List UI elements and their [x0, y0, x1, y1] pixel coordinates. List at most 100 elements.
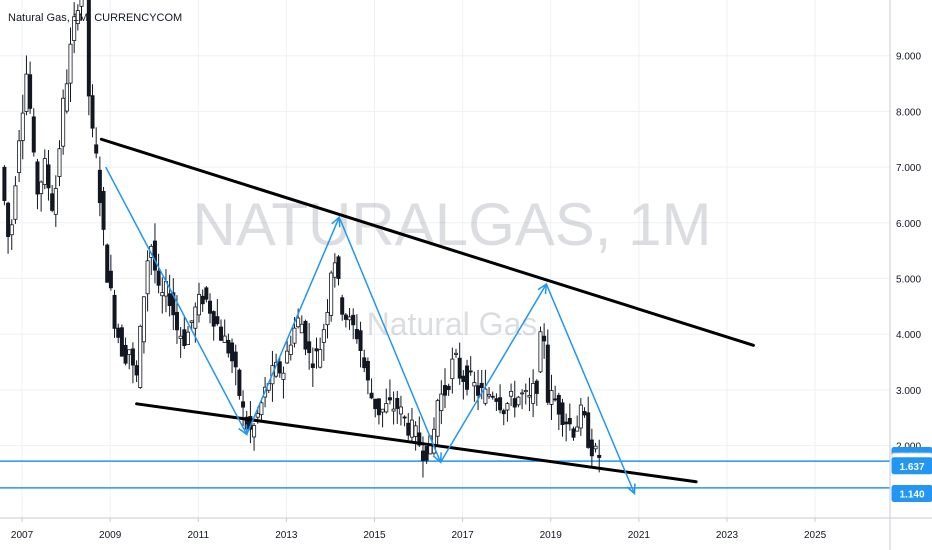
candle-body-99	[365, 360, 370, 381]
watermark-ticker: NATURALGAS, 1M	[193, 191, 712, 258]
x-tick-label: 2013	[275, 530, 298, 541]
candle-body-86	[318, 349, 323, 368]
candle-body-59	[219, 326, 224, 341]
candle-body-28	[105, 244, 110, 283]
y-tick-label: 4.000	[896, 330, 921, 341]
candle-body-157	[578, 404, 583, 429]
candle-body-106	[391, 408, 396, 412]
candle-body-138	[509, 390, 514, 397]
candle-body-46	[171, 292, 176, 316]
candle-body-133	[490, 395, 495, 398]
candle-body-29	[108, 270, 113, 289]
candle-body-55	[204, 287, 209, 300]
candle-body-84	[310, 363, 315, 368]
candle-body-8	[31, 116, 36, 153]
candle-body-122	[450, 358, 455, 380]
candle-body-37	[138, 325, 143, 388]
candle-body-154	[567, 417, 572, 425]
x-tick-label: 2017	[451, 530, 474, 541]
candle-body-80	[296, 317, 301, 328]
candle-body-110	[406, 422, 411, 436]
candles	[2, 0, 602, 478]
candle-body-48	[178, 335, 183, 340]
candle-body-114	[420, 450, 425, 462]
candle-body-83	[307, 341, 312, 354]
y-tick-label: 6.000	[896, 219, 921, 230]
candle-body-159	[586, 412, 591, 448]
candle-body-4	[17, 140, 22, 173]
candle-body-61	[226, 339, 231, 354]
candle-body-34	[127, 349, 132, 355]
x-tick-label: 2011	[188, 530, 210, 541]
candle-body-56	[208, 300, 213, 314]
watermark: NATURALGAS, 1M Natural Gas	[193, 191, 712, 342]
candle-body-78	[288, 344, 293, 355]
candle-body-6	[24, 73, 29, 112]
candle-body-1	[6, 202, 11, 237]
grid	[0, 0, 890, 518]
candle-body-160	[589, 439, 594, 457]
y-tick-label: 9.000	[896, 52, 921, 63]
candle-body-19	[72, 16, 77, 42]
chart-header: Natural Gas, 1M, CURRENCYCOM	[8, 12, 182, 24]
candle-body-47	[174, 311, 179, 331]
candle-body-30	[112, 294, 117, 329]
candle-body-129	[476, 385, 481, 396]
candle-body-7	[28, 74, 33, 109]
candle-body-161	[593, 445, 598, 450]
candle-body-155	[571, 428, 576, 438]
y-tick-label: 7.000	[896, 163, 921, 174]
candle-body-32	[119, 327, 124, 357]
candle-body-95	[351, 314, 356, 326]
candle-body-38	[141, 296, 146, 343]
candle-body-64	[237, 369, 242, 396]
candle-body-108	[398, 406, 403, 415]
candle-body-43	[160, 292, 165, 297]
watermark-name: Natural Gas	[367, 306, 538, 342]
candle-body-135	[498, 397, 503, 411]
price-tag-label-3: 1.140	[899, 489, 924, 500]
candle-body-52	[193, 306, 198, 329]
candle-body-31	[116, 327, 121, 338]
candle-body-85	[314, 348, 319, 352]
candle-body-17	[64, 83, 69, 112]
zigzag-segment-3	[439, 283, 547, 463]
candle-body-11	[42, 158, 47, 185]
candle-body-101	[373, 398, 378, 410]
x-tick-label: 2007	[11, 530, 34, 541]
candle-body-147	[542, 335, 547, 342]
candle-body-120	[442, 385, 447, 396]
candle-body-126	[465, 365, 470, 390]
zigzag-segment-1	[246, 216, 340, 435]
trendline-0	[99, 137, 755, 347]
candle-body-27	[101, 190, 106, 230]
candle-body-119	[439, 393, 444, 411]
candle-body-102	[376, 398, 381, 416]
y-tick-label: 8.000	[896, 107, 921, 118]
symbol-title: Natural Gas, 1M, CURRENCYCOM	[8, 12, 182, 24]
candle-body-15	[57, 148, 62, 177]
candle-body-77	[285, 350, 290, 364]
time-axis-bg	[0, 518, 932, 550]
candle-body-89	[329, 272, 334, 316]
candle-body-14	[53, 188, 58, 215]
candle-body-103	[380, 408, 385, 413]
zigzag-arrows	[105, 166, 636, 496]
price-tag-bg-2	[891, 457, 932, 475]
candle-body-118	[435, 400, 440, 437]
y-tick-label: 5.000	[896, 274, 921, 285]
candle-body-107	[395, 398, 400, 409]
candle-body-79	[292, 327, 297, 344]
candle-body-0	[2, 166, 7, 201]
candle-body-96	[354, 329, 359, 340]
candle-body-134	[494, 398, 499, 402]
candle-body-24	[90, 95, 95, 129]
trendlines	[99, 137, 755, 484]
candle-body-2	[9, 224, 14, 236]
candle-body-121	[446, 385, 451, 390]
candle-body-82	[303, 320, 308, 350]
candle-body-39	[145, 260, 150, 295]
